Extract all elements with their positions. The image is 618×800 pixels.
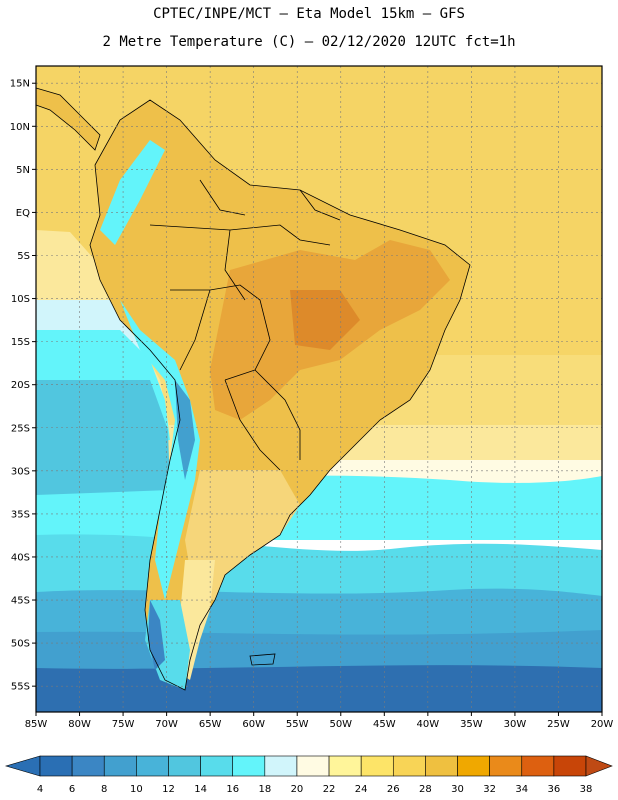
lon-label: 55W xyxy=(286,719,309,730)
lat-label: 20S xyxy=(11,380,30,391)
colorbar-cell xyxy=(71,755,105,777)
colorbar-label: 36 xyxy=(548,784,561,795)
lat-label: 5N xyxy=(16,165,30,176)
colorbar-label: 14 xyxy=(194,784,207,795)
colorbar-label: 12 xyxy=(162,784,175,795)
colorbar-cell xyxy=(425,755,458,777)
colorbar-low-arrow xyxy=(4,755,41,777)
lon-label: 45W xyxy=(373,719,396,730)
falklands xyxy=(249,653,276,666)
lon-label: 85W xyxy=(25,719,48,730)
map-field xyxy=(36,66,602,712)
andes-cold-strip xyxy=(120,300,200,600)
central-america-land xyxy=(36,88,100,150)
colorbar-cell xyxy=(200,755,234,777)
lat-label: 45S xyxy=(11,596,30,607)
lon-label: 70W xyxy=(155,719,178,730)
lon-label: 35W xyxy=(460,719,483,730)
country-borders xyxy=(35,87,471,691)
lon-label: 40W xyxy=(417,719,440,730)
andes-cold-strip xyxy=(148,600,165,670)
lat-label: 25S xyxy=(11,423,30,434)
colorbar-cell xyxy=(232,755,266,777)
colorbar-cell xyxy=(360,755,394,777)
colorbar-label: 8 xyxy=(101,784,107,795)
lat-label: 15S xyxy=(11,337,30,348)
colorbar-label: 38 xyxy=(580,784,593,795)
lat-label: 5S xyxy=(17,251,30,262)
andes-cold-strip xyxy=(100,140,165,245)
lat-label: 15N xyxy=(10,79,30,90)
lon-label: 50W xyxy=(329,719,352,730)
colorbar-cell xyxy=(553,755,587,777)
colorbar-label: 16 xyxy=(226,784,239,795)
lat-label: 50S xyxy=(11,639,30,650)
colorbar-label: 22 xyxy=(323,784,336,795)
lat-label: 10N xyxy=(10,122,30,133)
lat-label: 10S xyxy=(11,294,30,305)
colorbar-cell xyxy=(328,755,362,777)
colorbar-cell xyxy=(103,755,137,777)
map-frame xyxy=(35,65,603,713)
ocean-band xyxy=(36,665,602,712)
colorbar-cell xyxy=(392,755,426,777)
colorbar-cell xyxy=(296,755,330,777)
lon-label: 60W xyxy=(242,719,265,730)
colorbar-cell xyxy=(264,755,298,777)
lat-label: 55S xyxy=(11,682,30,693)
colorbar-cell xyxy=(457,755,490,777)
lon-label: 30W xyxy=(504,719,527,730)
lat-label: EQ xyxy=(16,208,30,219)
temperature-map: 15N 10N 5N EQ 5S 10S 15S 20S 25S 30S 35S 40S 45S 50S 5… xyxy=(10,65,614,730)
colorbar: 4 6 8 10 12 14 16 18 20 22 24 26 28 30 32 34 36 38 xyxy=(4,755,613,795)
title-line-1: CPTEC/INPE/MCT – Eta Model 15km – GFS xyxy=(153,6,465,22)
colorbar-label: 26 xyxy=(387,784,400,795)
lon-label: 80W xyxy=(68,719,91,730)
colorbar-cell xyxy=(136,755,169,777)
colorbar-label: 4 xyxy=(37,784,43,795)
colorbar-label: 18 xyxy=(258,784,271,795)
title-line-2: 2 Metre Temperature (C) – 02/12/2020 12U… xyxy=(102,34,516,50)
longitude-labels: 85W 80W 75W 70W 65W 60W 55W 50W 45W 40W 35W 30W 25W 2… xyxy=(25,712,614,730)
colorbar-label: 34 xyxy=(515,784,528,795)
colorbar-label: 20 xyxy=(291,784,304,795)
colorbar-label: 28 xyxy=(419,784,432,795)
colorbar-cell xyxy=(489,755,523,777)
lat-label: 35S xyxy=(11,509,30,520)
lat-label: 40S xyxy=(11,552,30,563)
colorbar-cell xyxy=(168,755,201,777)
colorbar-label: 32 xyxy=(483,784,496,795)
colorbar-label: 10 xyxy=(130,784,143,795)
land-hot-core xyxy=(290,290,360,350)
colorbar-cell xyxy=(521,755,555,777)
lon-label: 25W xyxy=(547,719,570,730)
pacific-cold-tongue xyxy=(36,380,170,495)
colorbar-label: 30 xyxy=(451,784,464,795)
lon-label: 20W xyxy=(591,719,614,730)
andes-cold-strip xyxy=(175,380,195,480)
colorbar-label: 24 xyxy=(355,784,368,795)
colorbar-label: 6 xyxy=(69,784,75,795)
lon-label: 75W xyxy=(112,719,135,730)
lat-label: 30S xyxy=(11,466,30,477)
lon-label: 65W xyxy=(199,719,222,730)
graticule xyxy=(36,66,602,712)
latitude-labels: 15N 10N 5N EQ 5S 10S 15S 20S 25S 30S 35S 40S 45S 50S 5… xyxy=(10,79,36,693)
colorbar-cell xyxy=(39,755,73,777)
colorbar-high-arrow xyxy=(585,755,613,777)
